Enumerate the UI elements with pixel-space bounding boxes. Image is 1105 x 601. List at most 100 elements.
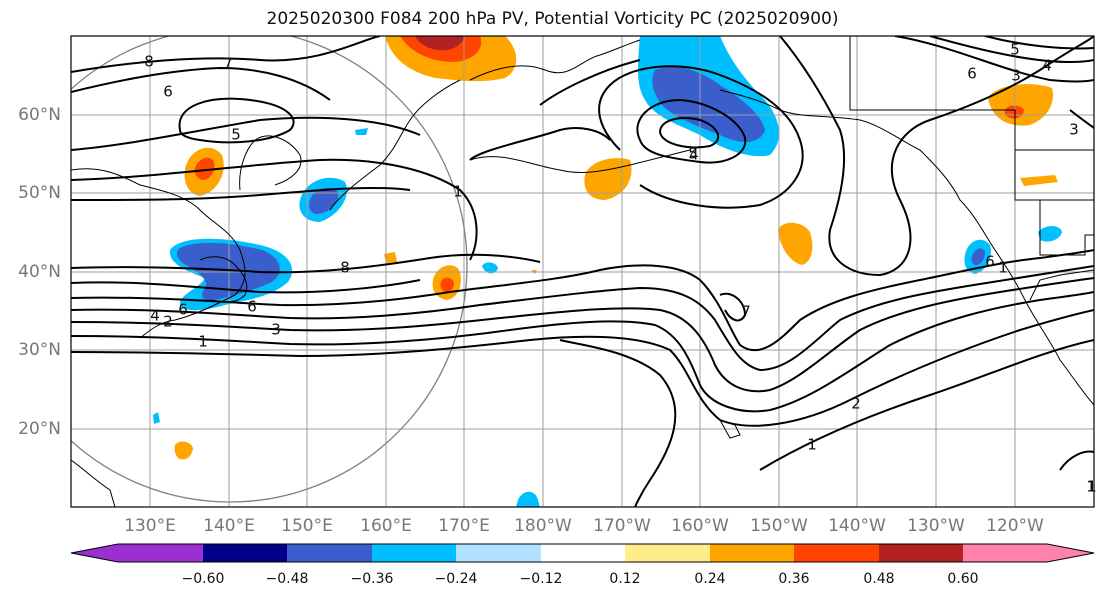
contour-label: 1 bbox=[1086, 478, 1096, 496]
pv-negative-core bbox=[309, 187, 339, 214]
pv-contour-line bbox=[929, 36, 1094, 64]
contour-label: 1 bbox=[1087, 478, 1097, 496]
contour-label: 8 bbox=[144, 53, 154, 71]
pv-contour-line bbox=[71, 66, 331, 101]
contour-label: 7 bbox=[741, 303, 751, 321]
colorbar-tick-label: −0.48 bbox=[266, 571, 309, 587]
map-title: 2025020300 F084 200 hPa PV, Potential Vo… bbox=[266, 9, 839, 29]
contour-label: 2 bbox=[163, 313, 173, 331]
colorbar-tick-label: −0.12 bbox=[520, 571, 563, 587]
contour-label: 5 bbox=[231, 126, 241, 144]
contour-labels: 8 7 6 5 4 3 2 1 8 6 5 4 3 1 7 1 2 1 1 6 … bbox=[144, 41, 1097, 496]
pv-contour-line bbox=[759, 339, 1094, 471]
latitude-labels: 60°N 50°N 40°N 30°N 20°N bbox=[18, 105, 61, 439]
range-circle bbox=[71, 36, 468, 503]
lon-label: 130°E bbox=[124, 516, 176, 536]
pv-negative-region bbox=[516, 491, 540, 507]
lon-label: 180°W bbox=[514, 516, 572, 536]
pv-contour-line bbox=[539, 59, 641, 106]
pv-contour-line bbox=[559, 339, 677, 507]
map-border bbox=[70, 35, 1095, 508]
colorbar-segment bbox=[794, 544, 879, 562]
pv-contour-line bbox=[71, 186, 411, 201]
pv-contour-line bbox=[71, 36, 381, 73]
pv-contour-line bbox=[719, 292, 747, 322]
pv-contour-line bbox=[984, 36, 1094, 50]
pv-contour-line bbox=[178, 97, 295, 144]
colorbar-tick-label: 0.60 bbox=[947, 571, 978, 587]
longitude-labels: 130°E 140°E 150°E 160°E 170°E 180°W 170°… bbox=[124, 516, 1044, 536]
colorbar-tick-label: 0.48 bbox=[863, 571, 894, 587]
lon-label: 120°W bbox=[986, 516, 1044, 536]
pv-positive-region bbox=[584, 158, 632, 200]
pv-contour-line bbox=[71, 277, 1094, 393]
pv-negative-core bbox=[971, 248, 985, 266]
contour-label: 5 bbox=[1010, 41, 1020, 59]
colorbar bbox=[70, 543, 1095, 563]
contour-label: 6 bbox=[178, 301, 188, 319]
colorbar-outline bbox=[70, 543, 1095, 563]
colorbar-segment bbox=[203, 544, 287, 562]
colorbar-segment bbox=[879, 544, 963, 562]
contour-label: 3 bbox=[271, 321, 281, 339]
pv-contour-line bbox=[71, 249, 1094, 352]
pv-contour-line bbox=[469, 127, 611, 161]
pv-contour-line bbox=[71, 279, 421, 294]
lat-label: 50°N bbox=[18, 183, 61, 203]
pv-contour-line bbox=[71, 309, 1094, 427]
colorbar-segment bbox=[71, 544, 203, 562]
colorbar-segment bbox=[372, 544, 456, 562]
colorbar-tick-label: 0.36 bbox=[778, 571, 809, 587]
pv-contour-line bbox=[71, 158, 478, 261]
contour-label: 6 bbox=[163, 83, 173, 101]
contour-label: 4 bbox=[689, 146, 699, 164]
contour-label: 7 bbox=[223, 55, 233, 73]
lon-label: 140°W bbox=[828, 516, 886, 536]
colorbar-tick-label: 0.12 bbox=[609, 571, 640, 587]
lat-label: 60°N bbox=[18, 105, 61, 125]
contour-label: 1 bbox=[198, 333, 208, 351]
colorbar-segment bbox=[710, 544, 794, 562]
colorbar-tick-label: −0.24 bbox=[435, 571, 478, 587]
contour-label: 6 bbox=[985, 253, 995, 271]
pv-contour-line bbox=[1059, 450, 1094, 471]
contour-label: 1 bbox=[453, 183, 463, 201]
lat-label: 40°N bbox=[18, 262, 61, 282]
lon-label: 160°E bbox=[360, 516, 412, 536]
contour-label: 8 bbox=[340, 259, 350, 277]
colorbar-segment bbox=[287, 544, 372, 562]
pv-positive-region bbox=[1020, 175, 1058, 186]
contour-label: 3 bbox=[1011, 67, 1021, 85]
pv-contour-line bbox=[71, 291, 1094, 413]
pv-positive-peak bbox=[415, 36, 465, 51]
pv-contour-line bbox=[636, 98, 747, 164]
colorbar-ticks: −0.60 −0.48 −0.36 −0.24 −0.12 0.12 0.24 … bbox=[182, 571, 979, 587]
contour-label: 4 bbox=[1042, 57, 1052, 75]
pv-contour-line bbox=[779, 36, 1094, 277]
colorbar-segment bbox=[541, 544, 625, 562]
pv-negative-region bbox=[482, 262, 498, 274]
pv-positive-region bbox=[384, 252, 397, 263]
lat-label: 20°N bbox=[18, 419, 61, 439]
colorbar-tick-label: −0.60 bbox=[182, 571, 225, 587]
contour-label: 2 bbox=[851, 395, 861, 413]
contour-label: 1 bbox=[998, 259, 1008, 277]
lon-label: 170°E bbox=[438, 516, 490, 536]
lon-label: 140°E bbox=[203, 516, 255, 536]
lon-label: 170°W bbox=[593, 516, 651, 536]
contour-label: 5 bbox=[688, 145, 698, 163]
lon-label: 160°W bbox=[671, 516, 729, 536]
contour-label: 6 bbox=[967, 65, 977, 83]
lon-label: 150°W bbox=[750, 516, 808, 536]
pv-negative-region bbox=[1038, 226, 1062, 242]
pv-contour-line bbox=[71, 265, 1094, 372]
pv-positive-region bbox=[778, 222, 813, 265]
lat-label: 30°N bbox=[18, 340, 61, 360]
pv-contour-line bbox=[598, 65, 804, 209]
contour-label: 3 bbox=[1069, 121, 1079, 139]
colorbar-segment bbox=[625, 544, 710, 562]
colorbar-tick-label: −0.36 bbox=[351, 571, 394, 587]
lon-label: 150°E bbox=[281, 516, 333, 536]
contour-label: 1 bbox=[807, 436, 817, 454]
